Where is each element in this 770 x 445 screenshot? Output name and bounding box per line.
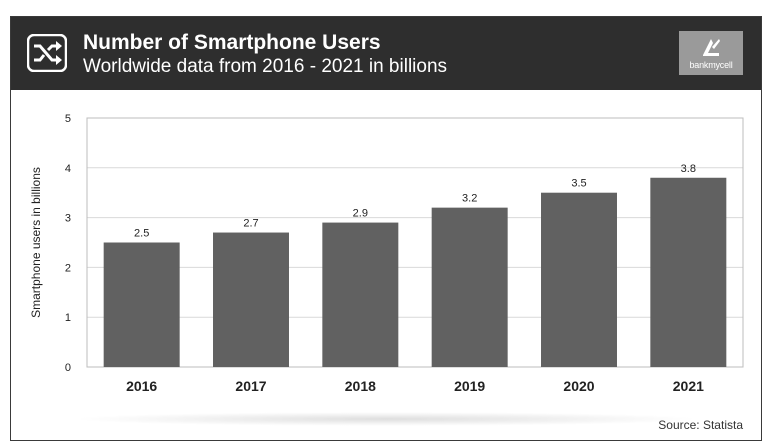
source-note: Source: Statista bbox=[658, 418, 743, 432]
bar-2019 bbox=[431, 207, 508, 367]
data-label: 3.2 bbox=[462, 193, 477, 205]
bar-2018 bbox=[322, 222, 399, 367]
y-tick-label: 0 bbox=[65, 362, 71, 374]
y-tick-label: 1 bbox=[65, 312, 71, 324]
data-label: 3.5 bbox=[571, 178, 586, 190]
x-tick-label: 2018 bbox=[345, 378, 376, 394]
data-label: 2.5 bbox=[134, 228, 149, 240]
bar-chart: 0 1 2 3 4 5 2.5 2016 2.7 2017 2.9 2018 3.2 2019 3.5 202… bbox=[29, 113, 744, 394]
x-tick-label: 2020 bbox=[563, 378, 594, 394]
plot-shadow bbox=[71, 412, 701, 426]
x-tick-label: 2016 bbox=[126, 378, 157, 394]
chart-card: Number of Smartphone Users Worldwide dat… bbox=[10, 16, 762, 441]
chart-title: Number of Smartphone Users bbox=[83, 31, 381, 54]
data-label: 3.8 bbox=[681, 163, 696, 175]
logo-text: bankmycell bbox=[689, 60, 733, 70]
x-tick-label: 2021 bbox=[673, 378, 704, 394]
plot-frame bbox=[86, 117, 744, 368]
y-tick-label: 5 bbox=[65, 113, 71, 125]
bar-2021 bbox=[650, 177, 727, 367]
y-axis-title: Smartphone users in billions bbox=[29, 167, 43, 318]
chart-header: Number of Smartphone Users Worldwide dat… bbox=[11, 17, 761, 90]
y-tick-label: 4 bbox=[65, 163, 71, 175]
bar-2016 bbox=[103, 242, 180, 367]
x-tick-label: 2017 bbox=[235, 378, 266, 394]
x-tick-label: 2019 bbox=[454, 378, 485, 394]
data-label: 2.9 bbox=[353, 208, 368, 220]
logo-mark-icon bbox=[703, 39, 720, 56]
brand-logo: bankmycell bbox=[679, 31, 743, 75]
shuffle-arrows-icon bbox=[27, 34, 67, 72]
bar-2017 bbox=[213, 232, 289, 367]
bar-2020 bbox=[541, 192, 617, 367]
y-tick-label: 2 bbox=[65, 262, 71, 274]
data-label: 2.7 bbox=[243, 218, 258, 230]
y-tick-label: 3 bbox=[65, 213, 71, 225]
chart-subtitle: Worldwide data from 2016 - 2021 in billi… bbox=[83, 56, 448, 77]
